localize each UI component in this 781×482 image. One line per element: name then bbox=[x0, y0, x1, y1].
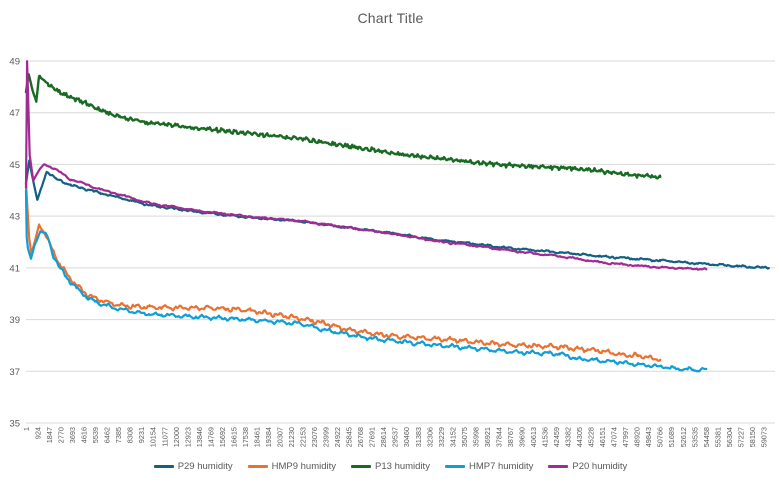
x-tick-label: 57227 bbox=[736, 427, 745, 447]
x-tick-label: 44305 bbox=[575, 427, 584, 447]
x-tick-label: 924 bbox=[34, 427, 43, 439]
legend-item-p13-humidity[interactable]: P13 humidity bbox=[351, 461, 430, 472]
x-tick-label: 49843 bbox=[644, 427, 653, 447]
legend-item-hmp7-humidity[interactable]: HMP7 humidity bbox=[444, 461, 534, 472]
x-tick-label: 11077 bbox=[160, 427, 169, 447]
x-tick-label: 18461 bbox=[252, 427, 261, 447]
x-tick-label: 48920 bbox=[633, 427, 642, 447]
x-tick-label: 54458 bbox=[702, 427, 711, 447]
x-tick-label: 22153 bbox=[299, 427, 308, 447]
x-tick-label: 2770 bbox=[57, 427, 66, 443]
chart-title[interactable]: Chart Title bbox=[357, 10, 424, 26]
x-axis-labels: 1 924 1847 2770 3693 4616 5539 6462 7385 8308 9231… bbox=[22, 427, 768, 447]
series-line-hmp7-humidity[interactable] bbox=[24, 189, 708, 373]
x-tick-label: 35998 bbox=[471, 427, 480, 447]
y-tick-label: 47 bbox=[9, 108, 20, 119]
x-tick-label: 47997 bbox=[621, 427, 630, 447]
legend-label: P20 humidity bbox=[572, 461, 628, 472]
x-tick-label: 29537 bbox=[391, 427, 400, 447]
x-tick-label: 50766 bbox=[656, 427, 665, 447]
x-tick-label: 14769 bbox=[206, 427, 215, 447]
x-tick-label: 6462 bbox=[103, 427, 112, 443]
y-tick-label: 41 bbox=[9, 263, 20, 274]
x-tick-label: 21230 bbox=[287, 427, 296, 447]
x-tick-label: 17538 bbox=[241, 427, 250, 447]
x-tick-label: 12000 bbox=[172, 427, 181, 447]
legend-item-p20-humidity[interactable]: P20 humidity bbox=[548, 461, 627, 472]
legend-swatch bbox=[247, 465, 268, 468]
x-tick-label: 1847 bbox=[45, 427, 54, 443]
legend-item-hmp9-humidity[interactable]: HMP9 humidity bbox=[247, 461, 337, 472]
legend-swatch bbox=[351, 465, 372, 468]
x-tick-label: 9231 bbox=[137, 427, 146, 443]
legend-swatch bbox=[444, 465, 465, 468]
y-tick-label: 37 bbox=[9, 367, 20, 378]
legend-label: P13 humidity bbox=[375, 461, 430, 472]
x-tick-label: 1 bbox=[22, 427, 31, 431]
x-tick-label: 8308 bbox=[126, 427, 135, 443]
x-tick-label: 4616 bbox=[80, 427, 89, 443]
x-tick-label: 58150 bbox=[748, 427, 757, 447]
x-tick-label: 10154 bbox=[149, 427, 158, 447]
x-tick-label: 32306 bbox=[425, 427, 434, 447]
x-tick-label: 51689 bbox=[667, 427, 676, 447]
x-tick-label: 16615 bbox=[229, 427, 238, 447]
legend-swatch bbox=[153, 465, 174, 468]
legend-item-p29-humidity[interactable]: P29 humidity bbox=[153, 461, 233, 472]
legend-label: P29 humidity bbox=[177, 461, 233, 472]
x-tick-label: 35075 bbox=[460, 427, 469, 447]
series-line-p13-humidity[interactable] bbox=[24, 73, 662, 180]
x-tick-label: 47074 bbox=[610, 427, 619, 447]
x-tick-label: 7385 bbox=[114, 427, 123, 443]
x-tick-label: 34152 bbox=[448, 427, 457, 447]
x-tick-label: 39690 bbox=[517, 427, 526, 447]
x-tick-label: 27691 bbox=[368, 427, 377, 447]
x-tick-label: 42459 bbox=[552, 427, 561, 447]
x-tick-label: 31383 bbox=[414, 427, 423, 447]
y-axis-labels: 35 37 39 41 43 45 47 49 bbox=[9, 57, 20, 430]
legend-label: HMP7 humidity bbox=[468, 461, 534, 472]
x-tick-label: 41536 bbox=[540, 427, 549, 447]
x-tick-label: 26768 bbox=[356, 427, 365, 447]
x-tick-label: 37844 bbox=[494, 427, 503, 447]
series-line-hmp9-humidity[interactable] bbox=[24, 181, 662, 362]
x-tick-label: 30460 bbox=[402, 427, 411, 447]
y-tick-label: 49 bbox=[9, 57, 20, 68]
x-tick-label: 23076 bbox=[310, 427, 319, 447]
x-tick-label: 56304 bbox=[725, 427, 734, 447]
x-tick-label: 38767 bbox=[506, 427, 515, 447]
x-tick-label: 13846 bbox=[195, 427, 204, 447]
x-tick-label: 3693 bbox=[68, 427, 77, 443]
x-tick-label: 23999 bbox=[322, 427, 331, 447]
x-tick-label: 28614 bbox=[379, 427, 388, 447]
x-tick-label: 33229 bbox=[437, 427, 446, 447]
x-tick-label: 19384 bbox=[264, 427, 273, 447]
y-tick-label: 45 bbox=[9, 160, 20, 171]
x-tick-label: 5539 bbox=[91, 427, 100, 443]
y-tick-label: 35 bbox=[9, 419, 20, 430]
x-tick-label: 20307 bbox=[275, 427, 284, 447]
x-tick-label: 55381 bbox=[713, 427, 722, 447]
x-tick-label: 59073 bbox=[759, 427, 768, 447]
x-tick-label: 43382 bbox=[564, 427, 573, 447]
x-tick-label: 36921 bbox=[483, 427, 492, 447]
x-tick-label: 24922 bbox=[333, 427, 342, 447]
x-tick-label: 45228 bbox=[587, 427, 596, 447]
x-tick-label: 15692 bbox=[218, 427, 227, 447]
y-tick-label: 39 bbox=[9, 315, 20, 326]
series-line-p20-humidity[interactable] bbox=[24, 60, 708, 271]
x-tick-label: 40613 bbox=[529, 427, 538, 447]
y-tick-label: 43 bbox=[9, 212, 20, 223]
x-tick-label: 25845 bbox=[345, 427, 354, 447]
x-tick-label: 53535 bbox=[690, 427, 699, 447]
x-tick-label: 52612 bbox=[679, 427, 688, 447]
legend-label: HMP9 humidity bbox=[271, 461, 337, 472]
legend-swatch bbox=[548, 465, 569, 468]
chart-legend: P29 humidity HMP9 humidity P13 humidity HMP… bbox=[0, 461, 781, 472]
x-tick-label: 46151 bbox=[598, 427, 607, 447]
x-tick-label: 12923 bbox=[183, 427, 192, 447]
